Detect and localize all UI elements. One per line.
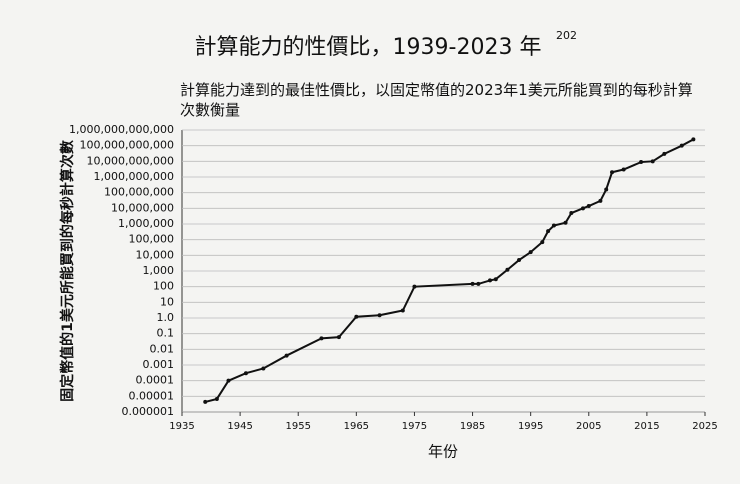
data-point (540, 240, 545, 245)
data-point (580, 206, 585, 211)
x-tick-label: 1975 (402, 421, 427, 432)
data-point (650, 159, 655, 164)
data-point (476, 281, 481, 286)
y-tick-label: 0.01 (150, 342, 175, 355)
data-point (243, 371, 248, 376)
x-tick-label: 1985 (460, 421, 485, 432)
data-point (691, 137, 696, 142)
x-tick-label: 1955 (285, 421, 310, 432)
y-tick-label: 0.1 (157, 327, 175, 340)
data-point (261, 366, 266, 371)
data-point (470, 281, 475, 286)
y-axis-label: 固定幣值的1美元所能買到的每秒計算次數 (59, 140, 76, 402)
data-point (400, 308, 405, 313)
data-point (563, 220, 568, 225)
data-point (586, 204, 591, 209)
x-tick-label: 1945 (227, 421, 252, 432)
y-tick-label: 1,000,000,000 (94, 170, 174, 183)
data-point (487, 278, 492, 283)
data-point (412, 284, 417, 289)
y-tick-label: 10,000,000,000 (87, 154, 174, 167)
data-point (493, 277, 498, 282)
data-point (569, 211, 574, 216)
data-point (610, 170, 615, 175)
data-point (284, 353, 289, 358)
data-point (505, 267, 510, 272)
data-point (546, 229, 551, 234)
data-point (336, 335, 341, 340)
data-point (354, 314, 359, 319)
data-point (517, 258, 522, 263)
data-point (226, 378, 231, 383)
x-tick-label: 1965 (344, 421, 369, 432)
y-tick-label: 10,000,000 (111, 201, 174, 214)
y-tick-label: 10 (160, 295, 174, 308)
data-point (639, 160, 644, 165)
x-axis-label: 年份 (428, 443, 458, 461)
x-tick-label: 1935 (169, 421, 194, 432)
title-note: 202 (556, 29, 577, 42)
data-point (319, 336, 324, 341)
data-point (377, 313, 382, 318)
data-point (203, 399, 208, 404)
data-point (679, 143, 684, 148)
y-tick-label: 10,000 (136, 248, 175, 261)
y-tick-label: 1,000 (143, 264, 175, 277)
data-point (598, 198, 603, 203)
y-tick-label: 1,000,000 (118, 217, 174, 230)
data-point (551, 223, 556, 228)
x-tick-label: 2015 (634, 421, 659, 432)
data-point (662, 151, 667, 156)
y-tick-label: 1.0 (157, 311, 175, 324)
y-tick-label: 100,000,000 (104, 186, 174, 199)
y-tick-label: 0.00001 (129, 389, 175, 402)
x-tick-label: 1995 (518, 421, 543, 432)
x-tick-label: 2025 (692, 421, 717, 432)
chart-subtitle: 計算能力達到的最佳性價比，以固定幣值的2023年1美元所能買到的每秒計算次數衡量 (180, 81, 693, 119)
x-tick-label: 2005 (576, 421, 601, 432)
data-point (528, 250, 533, 255)
chart-title: 計算能力的性價比，1939-2023 年 (195, 35, 542, 60)
y-tick-label: 0.000001 (122, 405, 175, 418)
data-point (604, 187, 609, 192)
data-point (621, 167, 626, 172)
y-tick-label: 0.0001 (136, 374, 175, 387)
y-tick-label: 1,000,000,000,000 (69, 123, 174, 136)
y-tick-label: 0.001 (143, 358, 175, 371)
y-tick-label: 100,000,000,000 (80, 139, 174, 152)
data-point (214, 396, 219, 401)
y-tick-label: 100,000 (129, 233, 175, 246)
y-tick-label: 100 (153, 280, 174, 293)
